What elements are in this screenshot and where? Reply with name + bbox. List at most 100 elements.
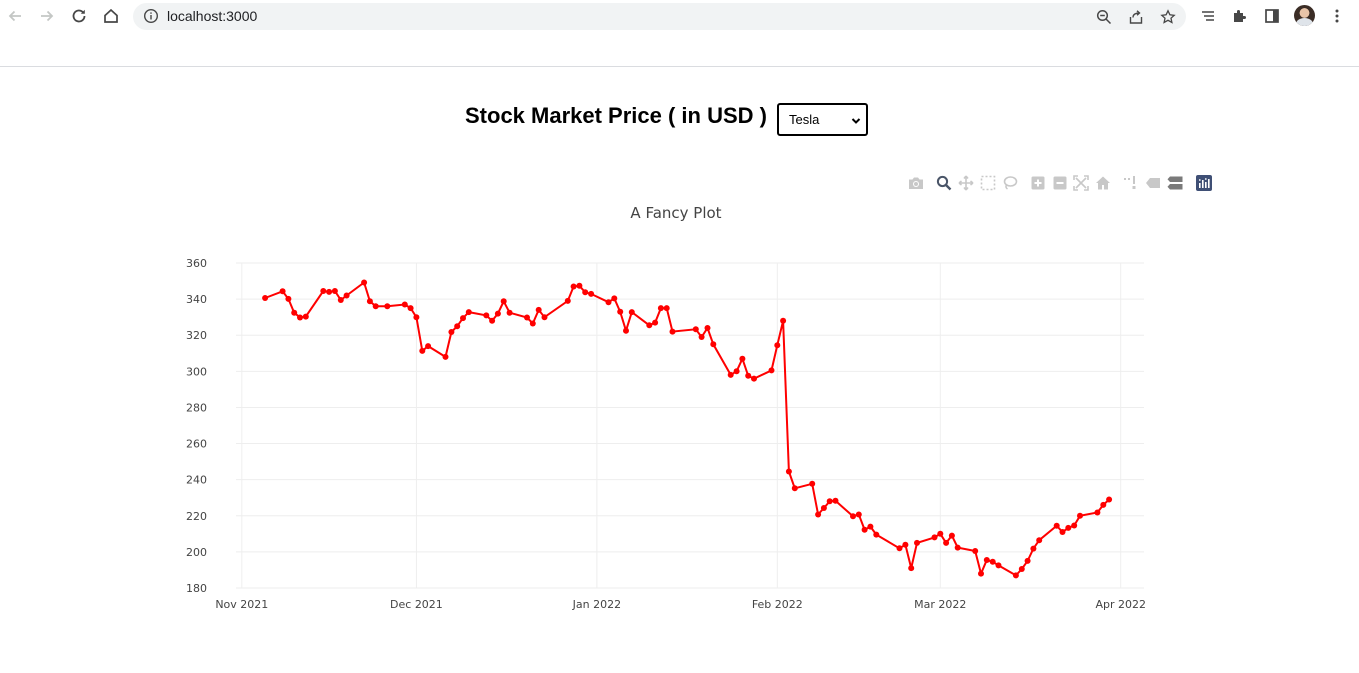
- data-point[interactable]: [791, 485, 798, 492]
- data-point[interactable]: [826, 498, 833, 505]
- data-point[interactable]: [1077, 512, 1083, 519]
- pan-icon[interactable]: [957, 174, 975, 192]
- data-point[interactable]: [623, 327, 629, 334]
- data-point[interactable]: [1065, 524, 1072, 531]
- data-point[interactable]: [855, 511, 862, 518]
- data-point[interactable]: [809, 480, 816, 487]
- data-point[interactable]: [1030, 545, 1037, 552]
- data-point[interactable]: [646, 322, 653, 329]
- zoom-in-icon[interactable]: [1029, 174, 1047, 192]
- spike-lines-icon[interactable]: [1121, 174, 1139, 192]
- data-point[interactable]: [588, 290, 595, 297]
- data-point[interactable]: [902, 541, 909, 548]
- data-point[interactable]: [937, 530, 944, 537]
- back-arrow-icon[interactable]: [4, 5, 26, 27]
- data-point[interactable]: [361, 279, 368, 286]
- extensions-icon[interactable]: [1229, 5, 1251, 27]
- data-point[interactable]: [320, 288, 327, 294]
- data-point[interactable]: [262, 295, 269, 301]
- data-point[interactable]: [1071, 522, 1078, 529]
- data-point[interactable]: [867, 523, 874, 530]
- data-point[interactable]: [297, 314, 303, 321]
- data-point[interactable]: [739, 355, 746, 362]
- reset-axes-icon[interactable]: [1094, 174, 1112, 192]
- data-point[interactable]: [326, 288, 333, 295]
- data-point[interactable]: [291, 309, 298, 316]
- more-icon[interactable]: [1326, 5, 1348, 27]
- data-point[interactable]: [454, 323, 461, 330]
- data-point[interactable]: [401, 301, 408, 308]
- data-point[interactable]: [1106, 496, 1113, 503]
- camera-icon[interactable]: [907, 174, 925, 192]
- data-point[interactable]: [460, 315, 466, 322]
- zoom-icon[interactable]: [935, 174, 953, 192]
- hover-compare-icon[interactable]: [1166, 174, 1184, 192]
- data-point[interactable]: [785, 468, 792, 475]
- side-panel-icon[interactable]: [1261, 5, 1283, 27]
- data-point[interactable]: [506, 309, 513, 316]
- stock-select[interactable]: Tesla: [777, 103, 868, 136]
- data-point[interactable]: [978, 570, 984, 577]
- hover-closest-icon[interactable]: [1144, 174, 1162, 192]
- autoscale-icon[interactable]: [1072, 174, 1090, 192]
- data-point[interactable]: [751, 375, 757, 382]
- data-point[interactable]: [1018, 566, 1025, 572]
- data-point[interactable]: [733, 368, 740, 375]
- data-point[interactable]: [407, 305, 414, 312]
- profile-avatar[interactable]: [1294, 5, 1315, 26]
- data-point[interactable]: [948, 532, 955, 539]
- data-point[interactable]: [279, 288, 286, 295]
- data-point[interactable]: [413, 314, 420, 321]
- data-point[interactable]: [896, 545, 903, 552]
- data-point[interactable]: [611, 295, 618, 302]
- star-icon[interactable]: [1158, 7, 1178, 27]
- home-icon[interactable]: [100, 5, 122, 27]
- data-point[interactable]: [1094, 509, 1101, 516]
- data-point[interactable]: [576, 282, 583, 289]
- data-point[interactable]: [1024, 557, 1031, 564]
- data-point[interactable]: [302, 313, 309, 320]
- data-point[interactable]: [1100, 501, 1107, 508]
- data-point[interactable]: [873, 531, 880, 538]
- reload-icon[interactable]: [68, 5, 90, 27]
- data-point[interactable]: [774, 342, 781, 349]
- data-point[interactable]: [489, 317, 496, 324]
- data-point[interactable]: [704, 325, 711, 331]
- data-point[interactable]: [908, 565, 915, 572]
- data-point[interactable]: [442, 353, 449, 360]
- share-icon[interactable]: [1126, 7, 1146, 27]
- data-point[interactable]: [582, 289, 589, 296]
- data-point[interactable]: [372, 303, 379, 310]
- forward-arrow-icon[interactable]: [36, 5, 58, 27]
- data-point[interactable]: [710, 341, 717, 348]
- data-point[interactable]: [663, 305, 670, 312]
- data-point[interactable]: [727, 371, 734, 378]
- data-point[interactable]: [494, 310, 501, 317]
- data-point[interactable]: [745, 372, 752, 379]
- data-point[interactable]: [943, 539, 950, 546]
- data-point[interactable]: [850, 513, 856, 520]
- data-point[interactable]: [285, 295, 292, 302]
- data-point[interactable]: [483, 312, 490, 319]
- data-point[interactable]: [465, 309, 472, 316]
- data-point[interactable]: [954, 544, 961, 551]
- data-point[interactable]: [343, 292, 350, 299]
- data-point[interactable]: [1012, 572, 1019, 579]
- data-point[interactable]: [861, 526, 868, 533]
- data-point[interactable]: [989, 558, 996, 565]
- data-point[interactable]: [564, 297, 571, 304]
- series-markers[interactable]: [262, 279, 1113, 579]
- data-point[interactable]: [570, 283, 577, 290]
- data-point[interactable]: [815, 511, 822, 518]
- data-point[interactable]: [972, 548, 979, 554]
- data-point[interactable]: [669, 328, 676, 335]
- tab-search-icon[interactable]: [1197, 5, 1219, 27]
- data-point[interactable]: [698, 334, 705, 340]
- data-point[interactable]: [983, 557, 990, 563]
- data-point[interactable]: [832, 497, 839, 504]
- data-point[interactable]: [535, 306, 542, 313]
- data-point[interactable]: [331, 288, 338, 294]
- data-point[interactable]: [419, 347, 426, 354]
- data-point[interactable]: [541, 314, 548, 321]
